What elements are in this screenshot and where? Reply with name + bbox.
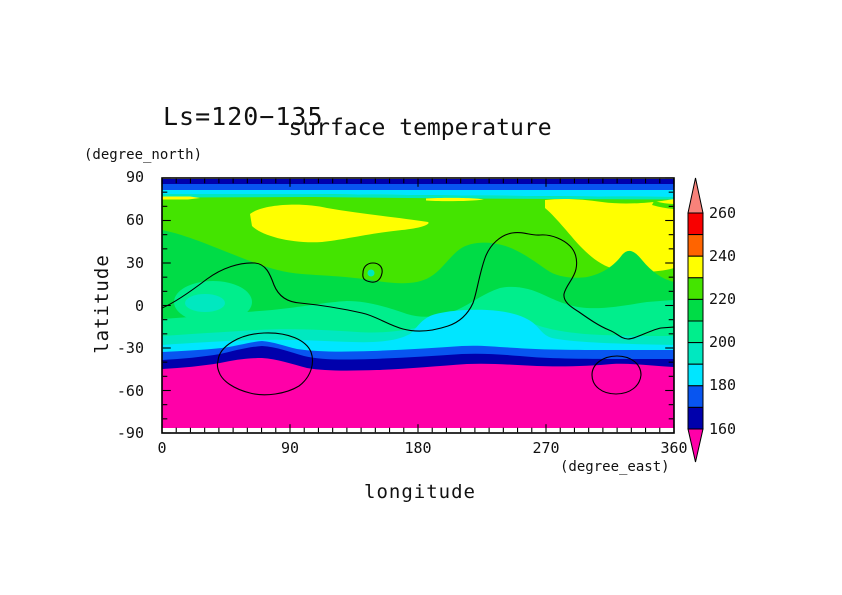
contour-overlay xyxy=(162,232,674,396)
contour-outline-main xyxy=(162,232,674,340)
yellow-streak-center xyxy=(426,197,484,202)
x-tick-label: 0 xyxy=(157,439,167,457)
x-tick-label: 90 xyxy=(280,439,300,457)
annotation-ls-range: Ls=120−135 xyxy=(163,102,324,131)
colorbar-cells xyxy=(687,212,704,430)
axis-ticks xyxy=(161,177,675,434)
y-tick-label: 60 xyxy=(125,211,144,229)
y-tick-label: 30 xyxy=(125,254,144,272)
region-below-160-south xyxy=(162,358,674,428)
green-notch-east xyxy=(652,201,674,209)
colorbar-cell-c190_200 xyxy=(687,342,704,365)
filled-contour-layers xyxy=(162,179,674,428)
x-axis-unit: (degree_east) xyxy=(560,459,670,475)
colorbar-label: 260 xyxy=(709,204,737,222)
colorbar-label: 240 xyxy=(709,247,737,265)
colorbar-label: 200 xyxy=(709,333,737,351)
yellow-region-center-north xyxy=(250,204,429,243)
plot-svg xyxy=(161,177,675,434)
y-tick-label: -30 xyxy=(116,339,144,357)
y-axis-unit: (degree_north) xyxy=(84,147,203,163)
colorbar-label: 180 xyxy=(709,376,737,394)
colorbar-label: 160 xyxy=(709,420,737,438)
colorbar xyxy=(687,177,704,463)
colorbar-cell-c250_260 xyxy=(687,212,704,236)
colorbar-label: 220 xyxy=(709,290,737,308)
yellow-streak-west xyxy=(162,196,200,200)
colorbar-cell-c170_180 xyxy=(687,385,704,408)
contour-small-loop xyxy=(362,262,383,283)
north-band-180-190 xyxy=(162,190,674,197)
x-tick-label: 180 xyxy=(404,439,432,457)
x-tick-label: 270 xyxy=(532,439,560,457)
cool-dot-small-loop xyxy=(367,269,375,277)
x-axis-label: longitude xyxy=(364,481,476,503)
north-band-170-180 xyxy=(162,184,674,190)
plot-title: surface temperature xyxy=(288,115,552,141)
contour-circle-east xyxy=(591,355,642,395)
colorbar-cell-c210_220 xyxy=(687,298,704,322)
y-tick-label: 90 xyxy=(125,168,144,186)
colorbar-cell-c160_170 xyxy=(687,406,704,430)
colorbar-cell-c240_250 xyxy=(687,234,704,257)
y-tick-label: -60 xyxy=(116,382,144,400)
x-tick-label: 360 xyxy=(660,439,688,457)
y-tick-label: -90 xyxy=(116,424,144,442)
colorbar-cell-c220_230 xyxy=(687,277,704,300)
north-band-190-200 xyxy=(162,194,674,200)
colorbar-cell-c180_190 xyxy=(687,363,704,387)
colorbar-cell-c200_210 xyxy=(687,320,704,344)
colorbar-arrow-top xyxy=(687,177,704,214)
yellow-region-east-north xyxy=(545,198,674,273)
colorbar-arrow-bottom xyxy=(687,428,704,463)
plot-frame xyxy=(161,177,675,434)
colorbar-cell-c230_240 xyxy=(687,255,704,279)
contour-oval-west xyxy=(216,332,314,396)
y-tick-label: 0 xyxy=(134,297,144,315)
region-190-200-west-patch xyxy=(185,294,225,312)
